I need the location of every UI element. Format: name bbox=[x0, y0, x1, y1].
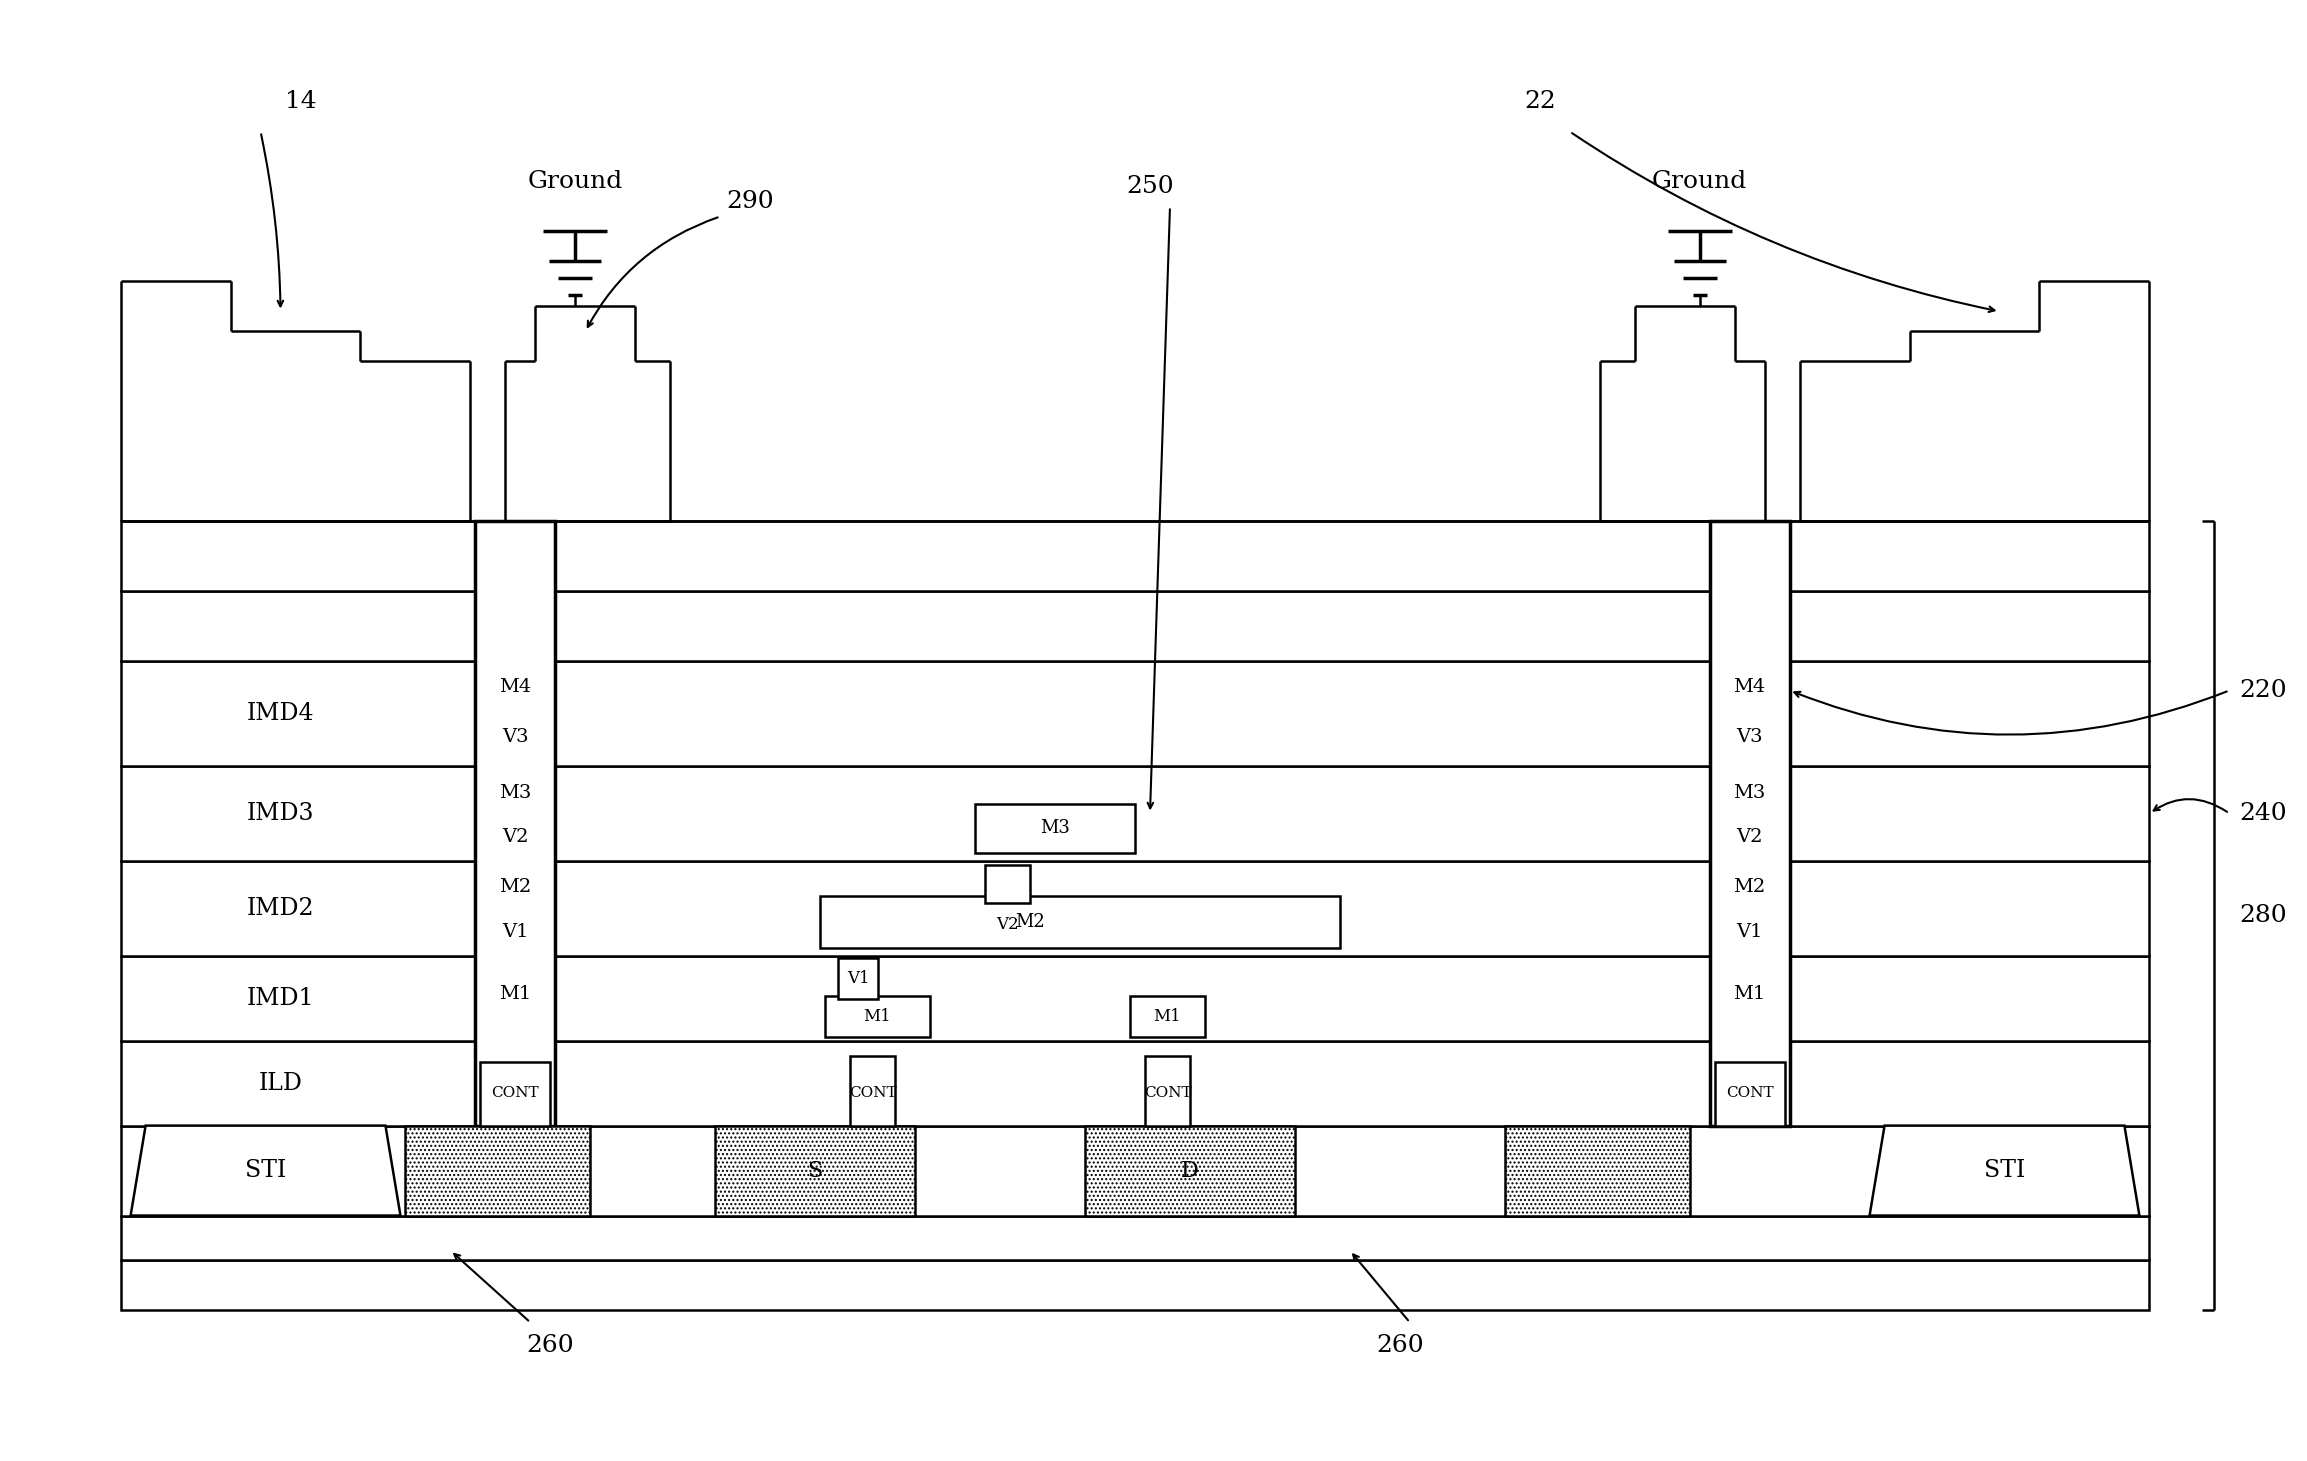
Text: STI: STI bbox=[1984, 1159, 2026, 1182]
Text: IMD1: IMD1 bbox=[247, 986, 314, 1010]
Text: IMD3: IMD3 bbox=[247, 802, 314, 825]
Bar bbox=[1144, 1056, 1190, 1125]
Bar bbox=[1084, 1125, 1294, 1216]
Text: IMD2: IMD2 bbox=[247, 897, 314, 920]
Text: 290: 290 bbox=[727, 190, 775, 213]
Text: M2: M2 bbox=[498, 878, 531, 897]
Text: M2: M2 bbox=[1733, 878, 1765, 897]
Text: M3: M3 bbox=[1040, 820, 1070, 837]
Bar bbox=[985, 865, 1029, 903]
Text: V3: V3 bbox=[503, 728, 528, 745]
Text: CONT: CONT bbox=[849, 1087, 897, 1100]
Text: V1: V1 bbox=[847, 970, 870, 986]
Text: STI: STI bbox=[245, 1159, 286, 1182]
Text: 14: 14 bbox=[284, 91, 316, 112]
Bar bbox=[120, 766, 2150, 861]
Text: Ground: Ground bbox=[528, 169, 623, 193]
Text: 22: 22 bbox=[1525, 91, 1555, 112]
Text: M1: M1 bbox=[863, 1008, 891, 1024]
Bar bbox=[120, 660, 2150, 766]
Bar bbox=[480, 1062, 551, 1125]
Text: Ground: Ground bbox=[1652, 169, 1746, 193]
Bar bbox=[120, 592, 2150, 660]
Bar bbox=[1714, 1062, 1786, 1125]
Bar bbox=[120, 861, 2150, 955]
Bar bbox=[120, 1125, 2150, 1216]
Bar bbox=[475, 522, 556, 1125]
Text: M1: M1 bbox=[1154, 1008, 1181, 1024]
Text: 250: 250 bbox=[1126, 175, 1174, 199]
Text: S: S bbox=[807, 1160, 824, 1182]
Text: M3: M3 bbox=[1733, 783, 1765, 802]
Bar bbox=[1709, 522, 1790, 1125]
Text: M2: M2 bbox=[1015, 913, 1045, 931]
Text: M4: M4 bbox=[1733, 678, 1765, 697]
Text: CONT: CONT bbox=[1726, 1087, 1774, 1100]
Text: 240: 240 bbox=[2240, 802, 2286, 825]
Text: M1: M1 bbox=[1733, 985, 1765, 1004]
Text: M3: M3 bbox=[498, 783, 531, 802]
Bar bbox=[120, 1040, 2150, 1125]
Bar bbox=[1130, 996, 1204, 1037]
Bar bbox=[120, 955, 2150, 1040]
Bar bbox=[1504, 1125, 1689, 1216]
Bar bbox=[120, 1216, 2150, 1261]
Text: V2: V2 bbox=[1737, 828, 1763, 846]
Text: V3: V3 bbox=[1737, 728, 1763, 745]
Polygon shape bbox=[1869, 1125, 2139, 1216]
Polygon shape bbox=[131, 1125, 401, 1216]
Text: 260: 260 bbox=[526, 1334, 574, 1357]
Bar bbox=[715, 1125, 916, 1216]
Text: D: D bbox=[1181, 1160, 1200, 1182]
Bar bbox=[837, 958, 879, 998]
Text: 260: 260 bbox=[1375, 1334, 1423, 1357]
Text: IMD4: IMD4 bbox=[247, 703, 314, 725]
Bar bbox=[976, 804, 1135, 853]
Bar bbox=[851, 1056, 895, 1125]
Text: ILD: ILD bbox=[258, 1072, 302, 1094]
Text: 220: 220 bbox=[2240, 679, 2286, 701]
Bar bbox=[120, 522, 2150, 592]
Bar bbox=[826, 996, 930, 1037]
Text: V1: V1 bbox=[1737, 923, 1763, 941]
Text: CONT: CONT bbox=[491, 1087, 540, 1100]
Text: V2: V2 bbox=[997, 916, 1017, 934]
Text: 280: 280 bbox=[2240, 904, 2286, 928]
Text: M1: M1 bbox=[498, 985, 531, 1004]
Text: V2: V2 bbox=[503, 828, 528, 846]
Text: CONT: CONT bbox=[1144, 1087, 1190, 1100]
Text: V1: V1 bbox=[503, 923, 528, 941]
Bar bbox=[821, 896, 1340, 948]
Text: M4: M4 bbox=[498, 678, 531, 697]
Bar bbox=[406, 1125, 591, 1216]
Bar bbox=[120, 1261, 2150, 1311]
